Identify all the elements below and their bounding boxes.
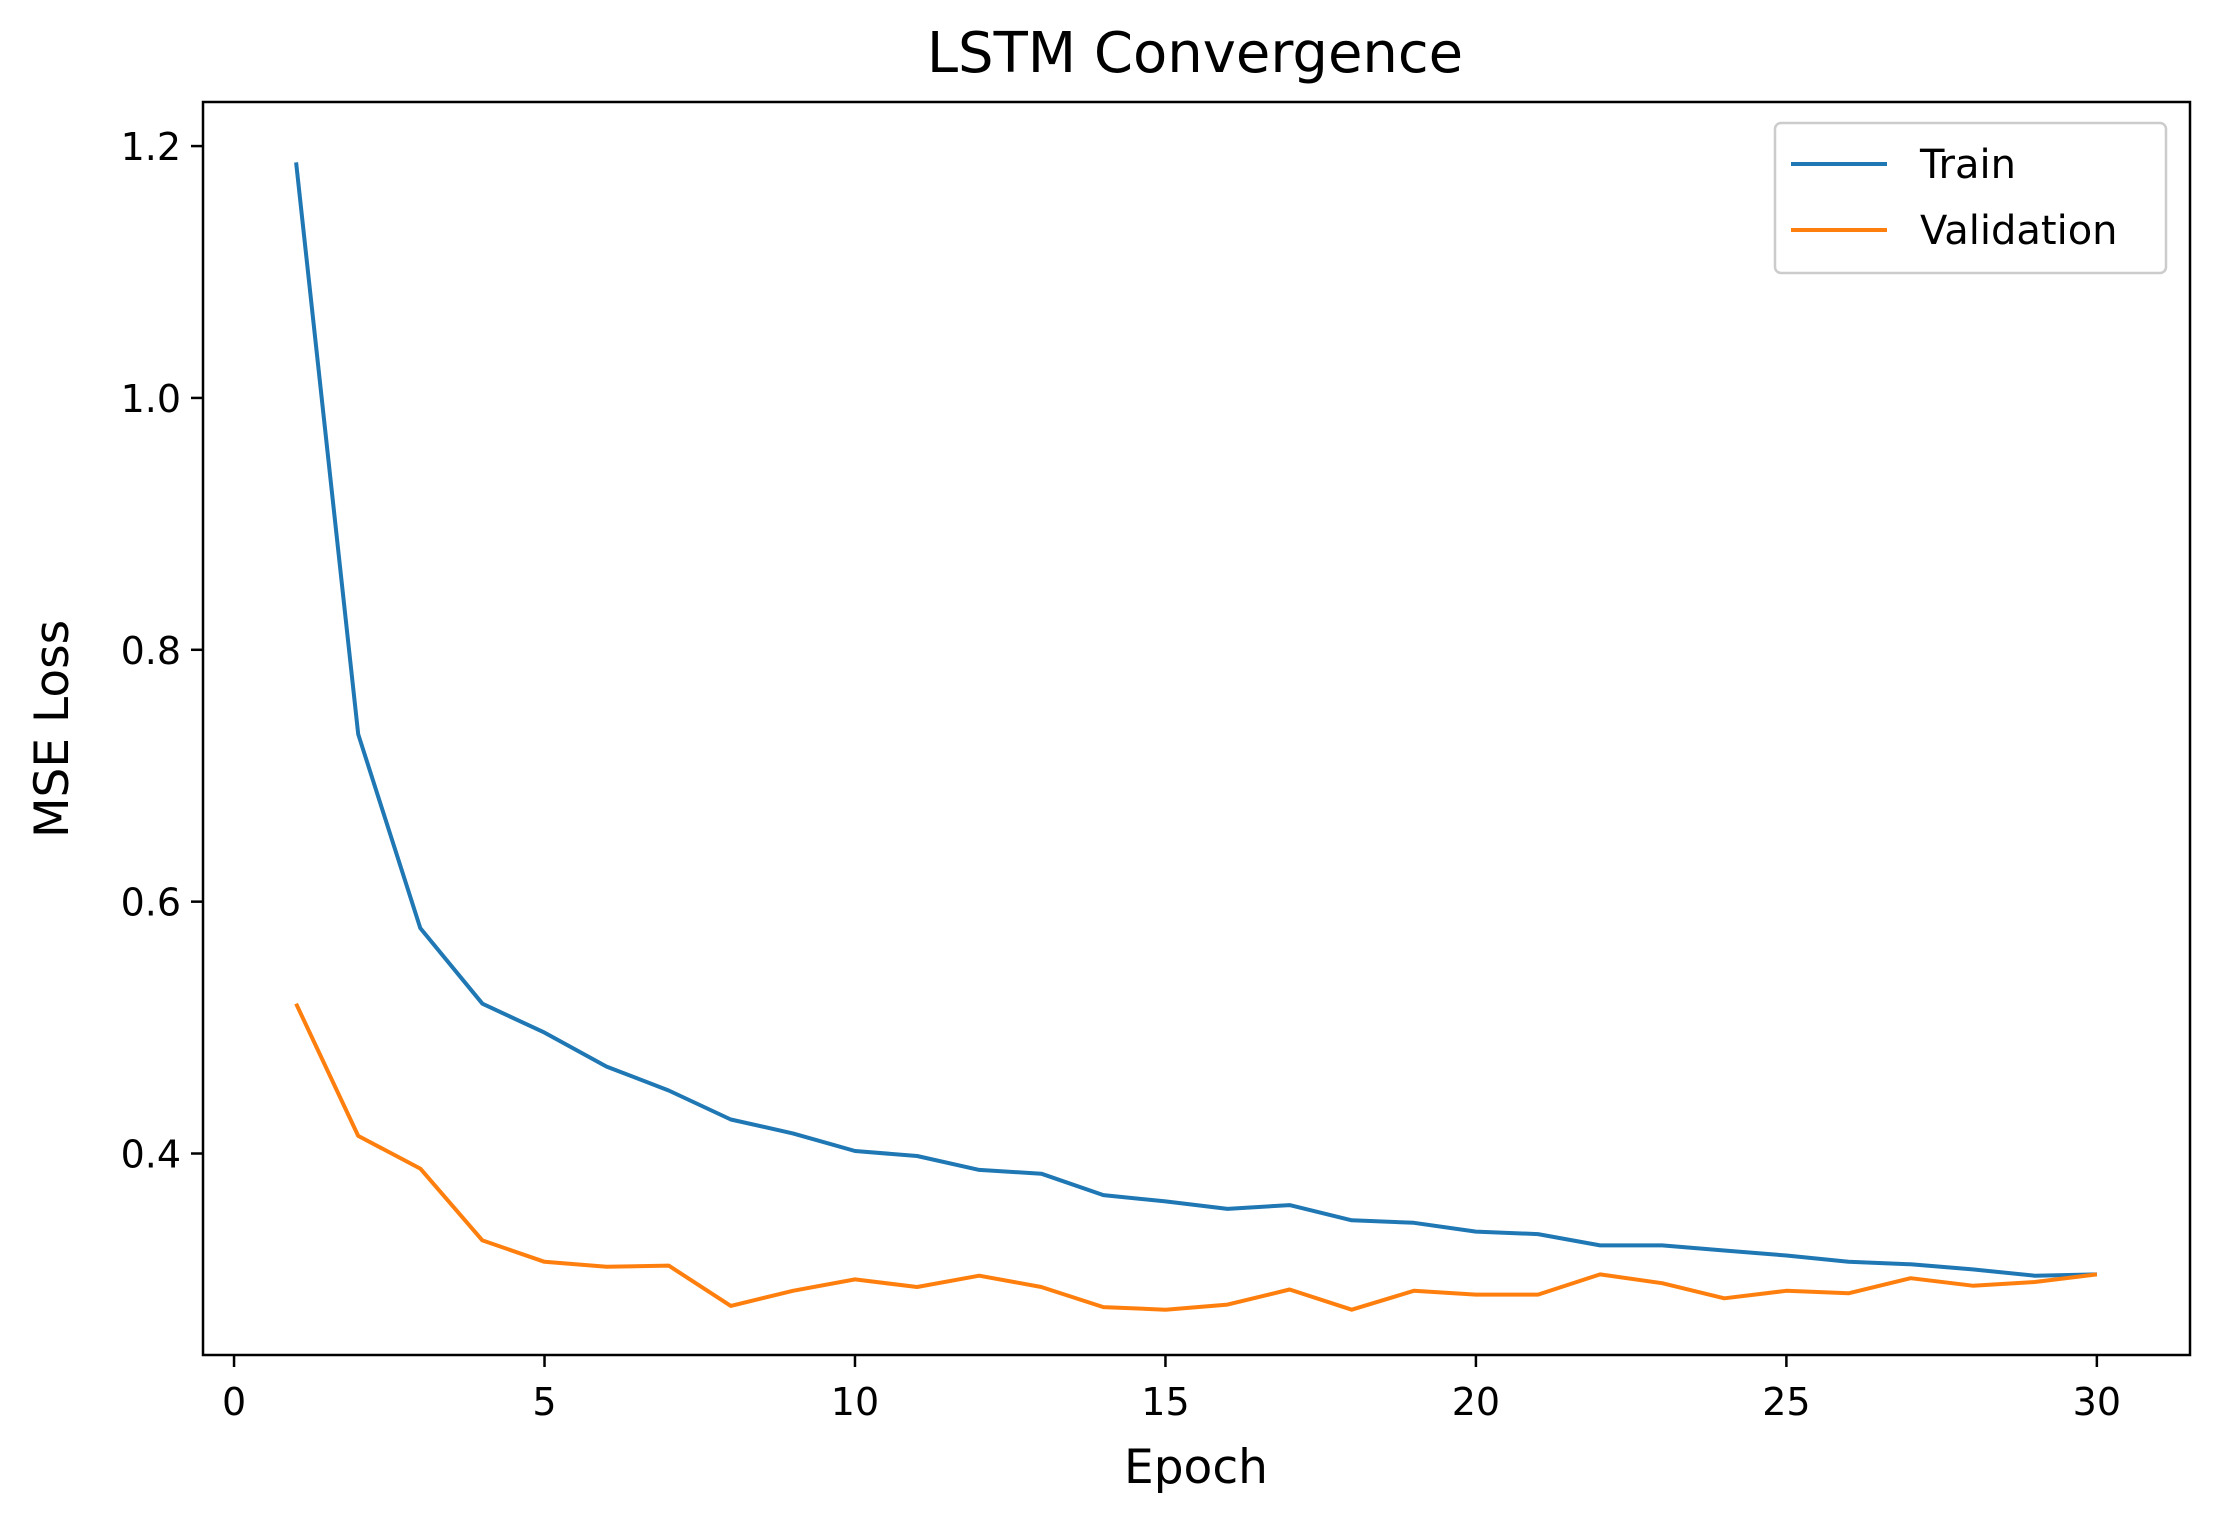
x-axis-ticks: 0 5 10 15 20 25 30: [222, 1355, 2121, 1424]
legend-label-train: Train: [1919, 142, 2016, 188]
y-tick-label: 1.2: [121, 125, 181, 169]
x-tick-label: 25: [1762, 1380, 1810, 1424]
series-line-validation: [294, 1002, 2098, 1312]
x-tick-label: 0: [222, 1380, 246, 1424]
y-axis-label: MSE Loss: [25, 620, 80, 838]
x-tick-label: 20: [1452, 1380, 1500, 1424]
series-layer: [294, 162, 2098, 1312]
y-tick-label: 0.6: [121, 881, 181, 925]
y-axis-ticks: 0.4 0.6 0.8 1.0 1.2: [121, 125, 203, 1177]
legend-box: [1773, 121, 2168, 275]
legend: Train Validation: [1773, 121, 2168, 275]
x-axis-label: Epoch: [1124, 1440, 1268, 1495]
y-tick-label: 1.0: [121, 377, 181, 421]
x-tick-label: 30: [2073, 1380, 2121, 1424]
legend-label-validation: Validation: [1920, 208, 2118, 254]
x-tick-label: 15: [1141, 1380, 1189, 1424]
y-tick-label: 0.4: [121, 1133, 181, 1177]
x-tick-label: 5: [532, 1380, 556, 1424]
chart-title: LSTM Convergence: [927, 21, 1463, 86]
plot-area-frame: [201, 100, 2192, 1357]
y-tick-label: 0.8: [121, 629, 181, 673]
x-tick-label: 10: [831, 1380, 879, 1424]
series-line-train: [294, 162, 2097, 1278]
